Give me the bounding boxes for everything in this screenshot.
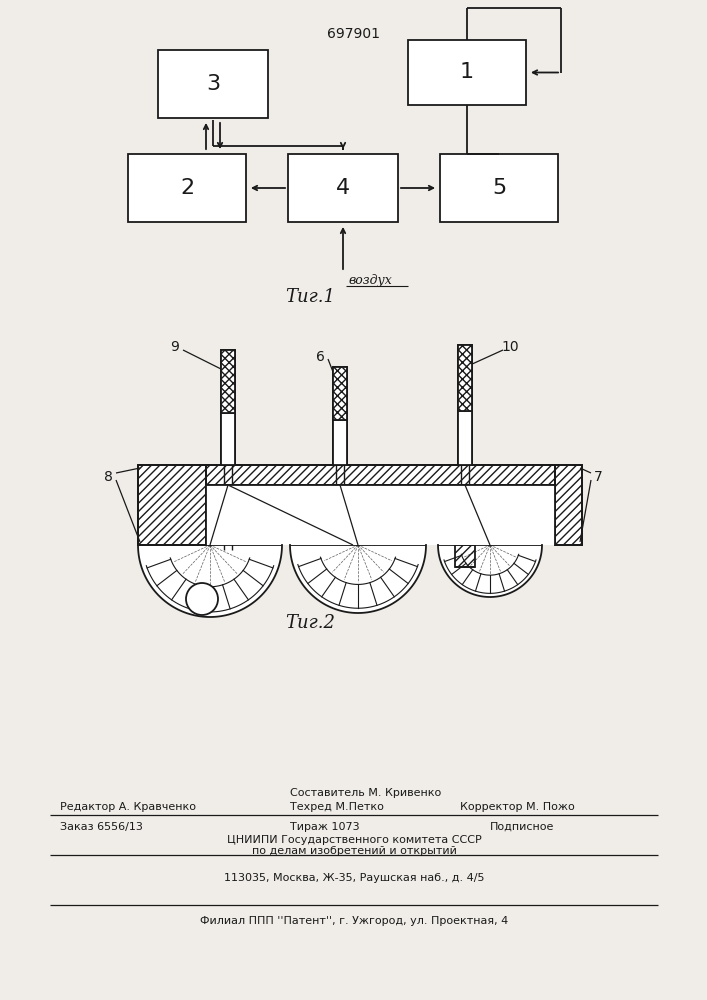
Bar (206, 465, 555, 485)
Text: 5: 5 (492, 178, 506, 198)
Bar (458, 411, 472, 465)
Bar (288, 154, 398, 222)
Circle shape (186, 583, 218, 615)
Text: 697901: 697901 (327, 27, 380, 41)
Bar (555, 465, 582, 545)
Text: 2: 2 (180, 178, 194, 198)
Text: Τиг.1: Τиг.1 (285, 288, 335, 306)
Bar (333, 420, 347, 465)
Polygon shape (138, 545, 282, 617)
Bar (555, 465, 582, 545)
Text: ЦНИИПИ Государственного комитета СССР: ЦНИИПИ Государственного комитета СССР (227, 835, 481, 845)
Bar (221, 350, 235, 413)
Bar (221, 413, 235, 465)
Polygon shape (290, 545, 426, 613)
Text: Техред М.Петко: Техред М.Петко (290, 802, 384, 812)
Text: Заказ 6556/13: Заказ 6556/13 (60, 822, 143, 832)
Bar (333, 367, 347, 420)
Polygon shape (438, 545, 542, 597)
Bar (158, 50, 268, 118)
Bar (128, 154, 246, 222)
Text: Филиал ППП ''Патент'', г. Ужгород, ул. Проектная, 4: Филиал ППП ''Патент'', г. Ужгород, ул. П… (200, 916, 508, 926)
Text: Редактор А. Кравченко: Редактор А. Кравченко (60, 802, 196, 812)
Bar (458, 411, 472, 465)
Text: Тираж 1073: Тираж 1073 (290, 822, 360, 832)
Bar (458, 345, 472, 411)
Text: воздух: воздух (348, 274, 392, 287)
Bar (458, 345, 472, 411)
Bar (333, 420, 347, 465)
Text: 113035, Москва, Ж-35, Раушская наб., д. 4/5: 113035, Москва, Ж-35, Раушская наб., д. … (223, 873, 484, 883)
Text: 6: 6 (315, 350, 325, 364)
Text: по делам изобретений и открытий: по делам изобретений и открытий (252, 846, 457, 856)
Text: 7: 7 (594, 470, 602, 484)
Bar (206, 465, 555, 485)
Bar (221, 350, 235, 413)
Text: 10: 10 (501, 340, 519, 354)
Text: Подписное: Подписное (490, 822, 554, 832)
Text: 3: 3 (206, 74, 220, 94)
Text: 9: 9 (170, 340, 180, 354)
Bar (455, 545, 475, 567)
Bar (221, 413, 235, 465)
Bar (206, 485, 555, 545)
Bar (138, 465, 206, 545)
Bar (138, 465, 206, 545)
Text: Корректор М. Пожо: Корректор М. Пожо (460, 802, 575, 812)
Text: Τиг.2: Τиг.2 (285, 614, 335, 632)
Text: 1: 1 (460, 62, 474, 83)
Bar (408, 40, 526, 105)
Text: 4: 4 (336, 178, 350, 198)
Text: Составитель М. Кривенко: Составитель М. Кривенко (290, 788, 441, 798)
Bar (440, 154, 558, 222)
Bar (333, 367, 347, 420)
Text: 8: 8 (103, 470, 112, 484)
